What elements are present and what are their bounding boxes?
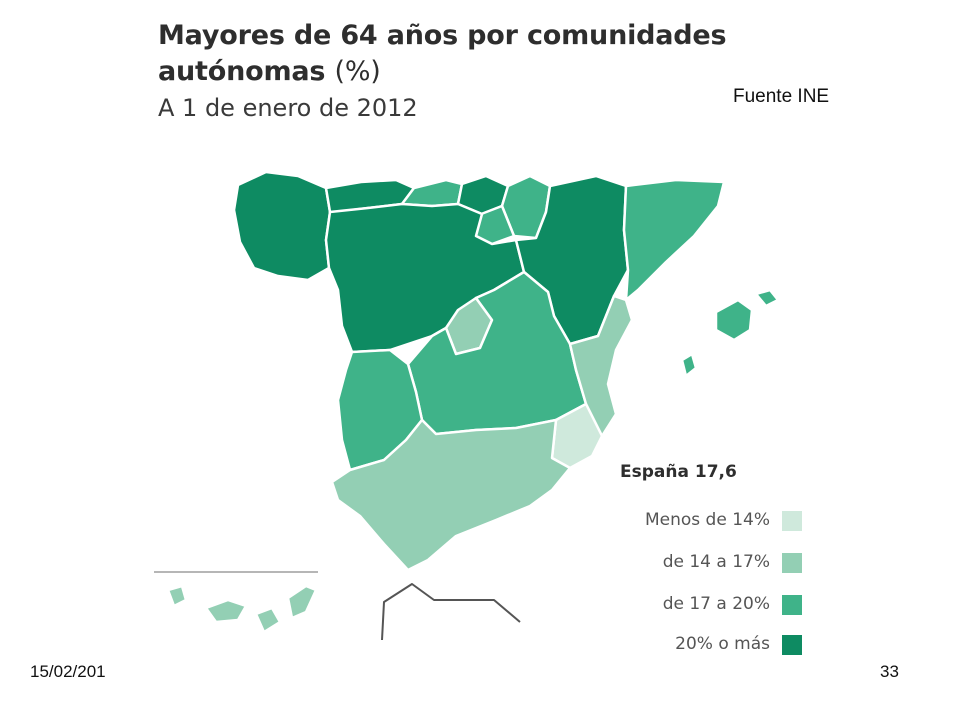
legend-swatch [782,553,802,573]
source-label: Fuente INE [733,86,830,107]
map-image: Mayores de 64 años por comunidades autón… [146,0,824,666]
legend-label: de 17 a 20% [662,594,770,614]
region-canarias-west [166,584,188,608]
legend-item: Menos de 14% [612,508,812,534]
legend-item: 20% o más [612,632,812,658]
legend-swatch [782,511,802,531]
region-canarias-gran-canaria [254,606,282,634]
spain-map [154,170,780,641]
region-andalucia [330,418,572,572]
legend-item: de 14 a 17% [612,550,812,576]
legend-label: de 14 a 17% [662,552,770,572]
map-subtitle: A 1 de enero de 2012 [158,94,418,122]
map-title: Mayores de 64 años por comunidades autón… [158,18,758,90]
region-canarias-tenerife [204,598,248,624]
region-cantabria [400,178,464,208]
slide-date: 15/02/201 [30,662,106,681]
region-baleares-ibiza [680,352,698,378]
slide-page-number: 33 [880,662,899,681]
region-cataluna [622,178,726,302]
legend-swatch [782,595,802,615]
legend-label: 20% o más [675,634,770,654]
legend-label: Menos de 14% [644,510,770,530]
region-valencia [568,294,634,438]
map-title-main: Mayores de 64 años por comunidades autón… [158,20,727,87]
map-title-unit: (%) [334,56,381,87]
legend-item: de 17 a 20% [612,592,812,618]
region-canarias-east [286,584,318,620]
region-baleares-mallorca [714,298,754,342]
inset-outline [381,583,521,641]
region-galicia [232,170,332,282]
region-baleares-menorca [754,288,780,308]
legend-swatch [782,635,802,655]
legend-total: España 17,6 [620,462,737,482]
